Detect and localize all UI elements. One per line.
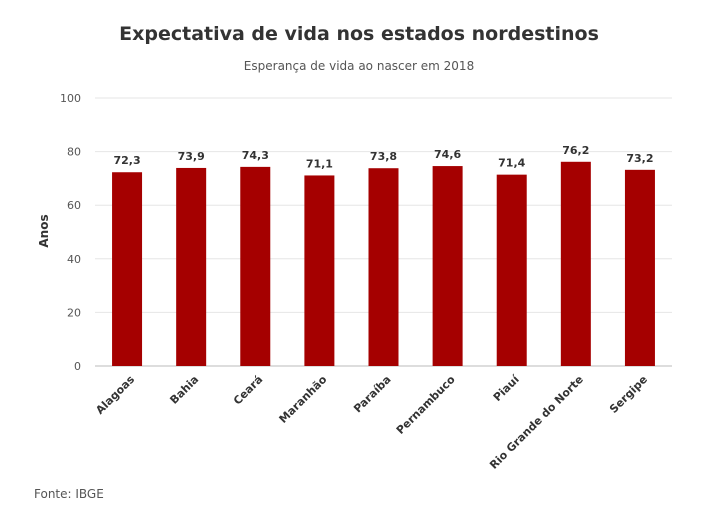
- x-tick-label: Sergipe: [607, 373, 650, 416]
- bar: [240, 166, 271, 366]
- x-tick-label: Maranhão: [277, 373, 330, 426]
- x-tick-label: Alagoas: [93, 373, 137, 417]
- data-label: 73,8: [370, 150, 397, 163]
- data-label: 71,1: [306, 157, 333, 170]
- bar: [112, 172, 143, 366]
- bar: [176, 167, 207, 366]
- y-tick-label: 0: [74, 360, 81, 373]
- y-axis-title: Anos: [37, 214, 51, 247]
- bar: [560, 161, 591, 366]
- data-label: 73,2: [626, 152, 653, 165]
- x-tick-label: Ceará: [231, 373, 266, 408]
- data-label: 74,6: [434, 148, 461, 161]
- x-axis-labels: Alagoas Bahia Ceará Maranhão Paraíba Pernambu…: [93, 372, 650, 472]
- source-note: Fonte: IBGE: [34, 487, 104, 501]
- y-axis-ticks: 0 20 40 60 80 100: [60, 92, 81, 373]
- data-label: 71,4: [498, 157, 525, 170]
- y-tick-label: 60: [67, 199, 81, 212]
- bar: [304, 175, 335, 366]
- y-tick-label: 40: [67, 253, 81, 266]
- data-label: 72,3: [113, 154, 140, 167]
- bar: [368, 168, 399, 366]
- chart-subtitle: Esperança de vida ao nascer em 2018: [244, 59, 474, 73]
- x-tick-label: Piauí: [491, 372, 523, 404]
- data-label: 73,9: [178, 150, 205, 163]
- chart-title: Expectativa de vida nos estados nordesti…: [119, 23, 599, 45]
- data-label: 76,2: [562, 144, 589, 157]
- data-label: 74,3: [242, 149, 269, 162]
- x-tick-label: Paraíba: [351, 373, 394, 416]
- y-tick-label: 80: [67, 146, 81, 159]
- data-labels: 72,3 73,9 74,3 71,1 73,8 74,6 71,4 76,2 73,2: [113, 144, 653, 171]
- bar: [432, 166, 463, 366]
- bars: [112, 161, 655, 366]
- bar: [624, 169, 655, 366]
- x-tick-label: Bahia: [167, 373, 201, 407]
- bar: [496, 174, 527, 366]
- x-tick-label: Pernambuco: [394, 373, 458, 437]
- y-tick-label: 100: [60, 92, 81, 105]
- y-tick-label: 20: [67, 306, 81, 319]
